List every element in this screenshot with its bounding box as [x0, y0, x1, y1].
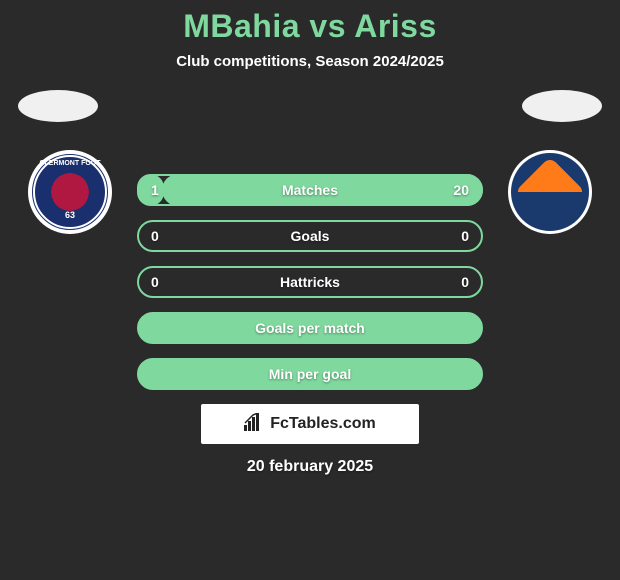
team-left-logo-number: 63 — [65, 210, 75, 220]
right-placeholder-ellipse — [522, 90, 602, 122]
watermark-text: FcTables.com — [270, 415, 376, 433]
date-label: 20 february 2025 — [0, 458, 620, 476]
stat-value-right: 0 — [461, 274, 469, 290]
page-title: MBahia vs Ariss — [0, 8, 620, 45]
stat-label: Matches — [282, 182, 338, 198]
team-left-logo-label: CLERMONT FOOT — [32, 160, 108, 167]
stat-label: Hattricks — [280, 274, 340, 290]
stat-label: Goals per match — [255, 320, 365, 336]
stat-row: Goals per match — [137, 312, 483, 344]
stats-section: CLERMONT FOOT 63 1 Matches 20 0 Goals 0 0 Hattr… — [0, 90, 620, 390]
stat-value-right: 0 — [461, 228, 469, 244]
stat-row: 0 Hattricks 0 — [137, 266, 483, 298]
stat-value-left: 1 — [151, 182, 159, 198]
stat-label: Min per goal — [269, 366, 351, 382]
team-right-logo-shape — [515, 157, 586, 228]
left-placeholder-ellipse — [18, 90, 98, 122]
stat-value-right: 20 — [453, 182, 469, 198]
subtitle: Club competitions, Season 2024/2025 — [0, 53, 620, 70]
chart-icon — [244, 413, 264, 436]
stat-row: 0 Goals 0 — [137, 220, 483, 252]
stat-value-left: 0 — [151, 274, 159, 290]
stat-row: 1 Matches 20 — [137, 174, 483, 206]
stat-label: Goals — [291, 228, 330, 244]
infographic-container: MBahia vs Ariss Club competitions, Seaso… — [0, 0, 620, 476]
stat-row: Min per goal — [137, 358, 483, 390]
team-logo-right — [508, 150, 592, 234]
watermark-badge: FcTables.com — [201, 404, 419, 444]
stat-value-left: 0 — [151, 228, 159, 244]
team-logo-left: CLERMONT FOOT 63 — [28, 150, 112, 234]
stat-rows: 1 Matches 20 0 Goals 0 0 Hattricks 0 Goals per ma… — [137, 174, 483, 390]
